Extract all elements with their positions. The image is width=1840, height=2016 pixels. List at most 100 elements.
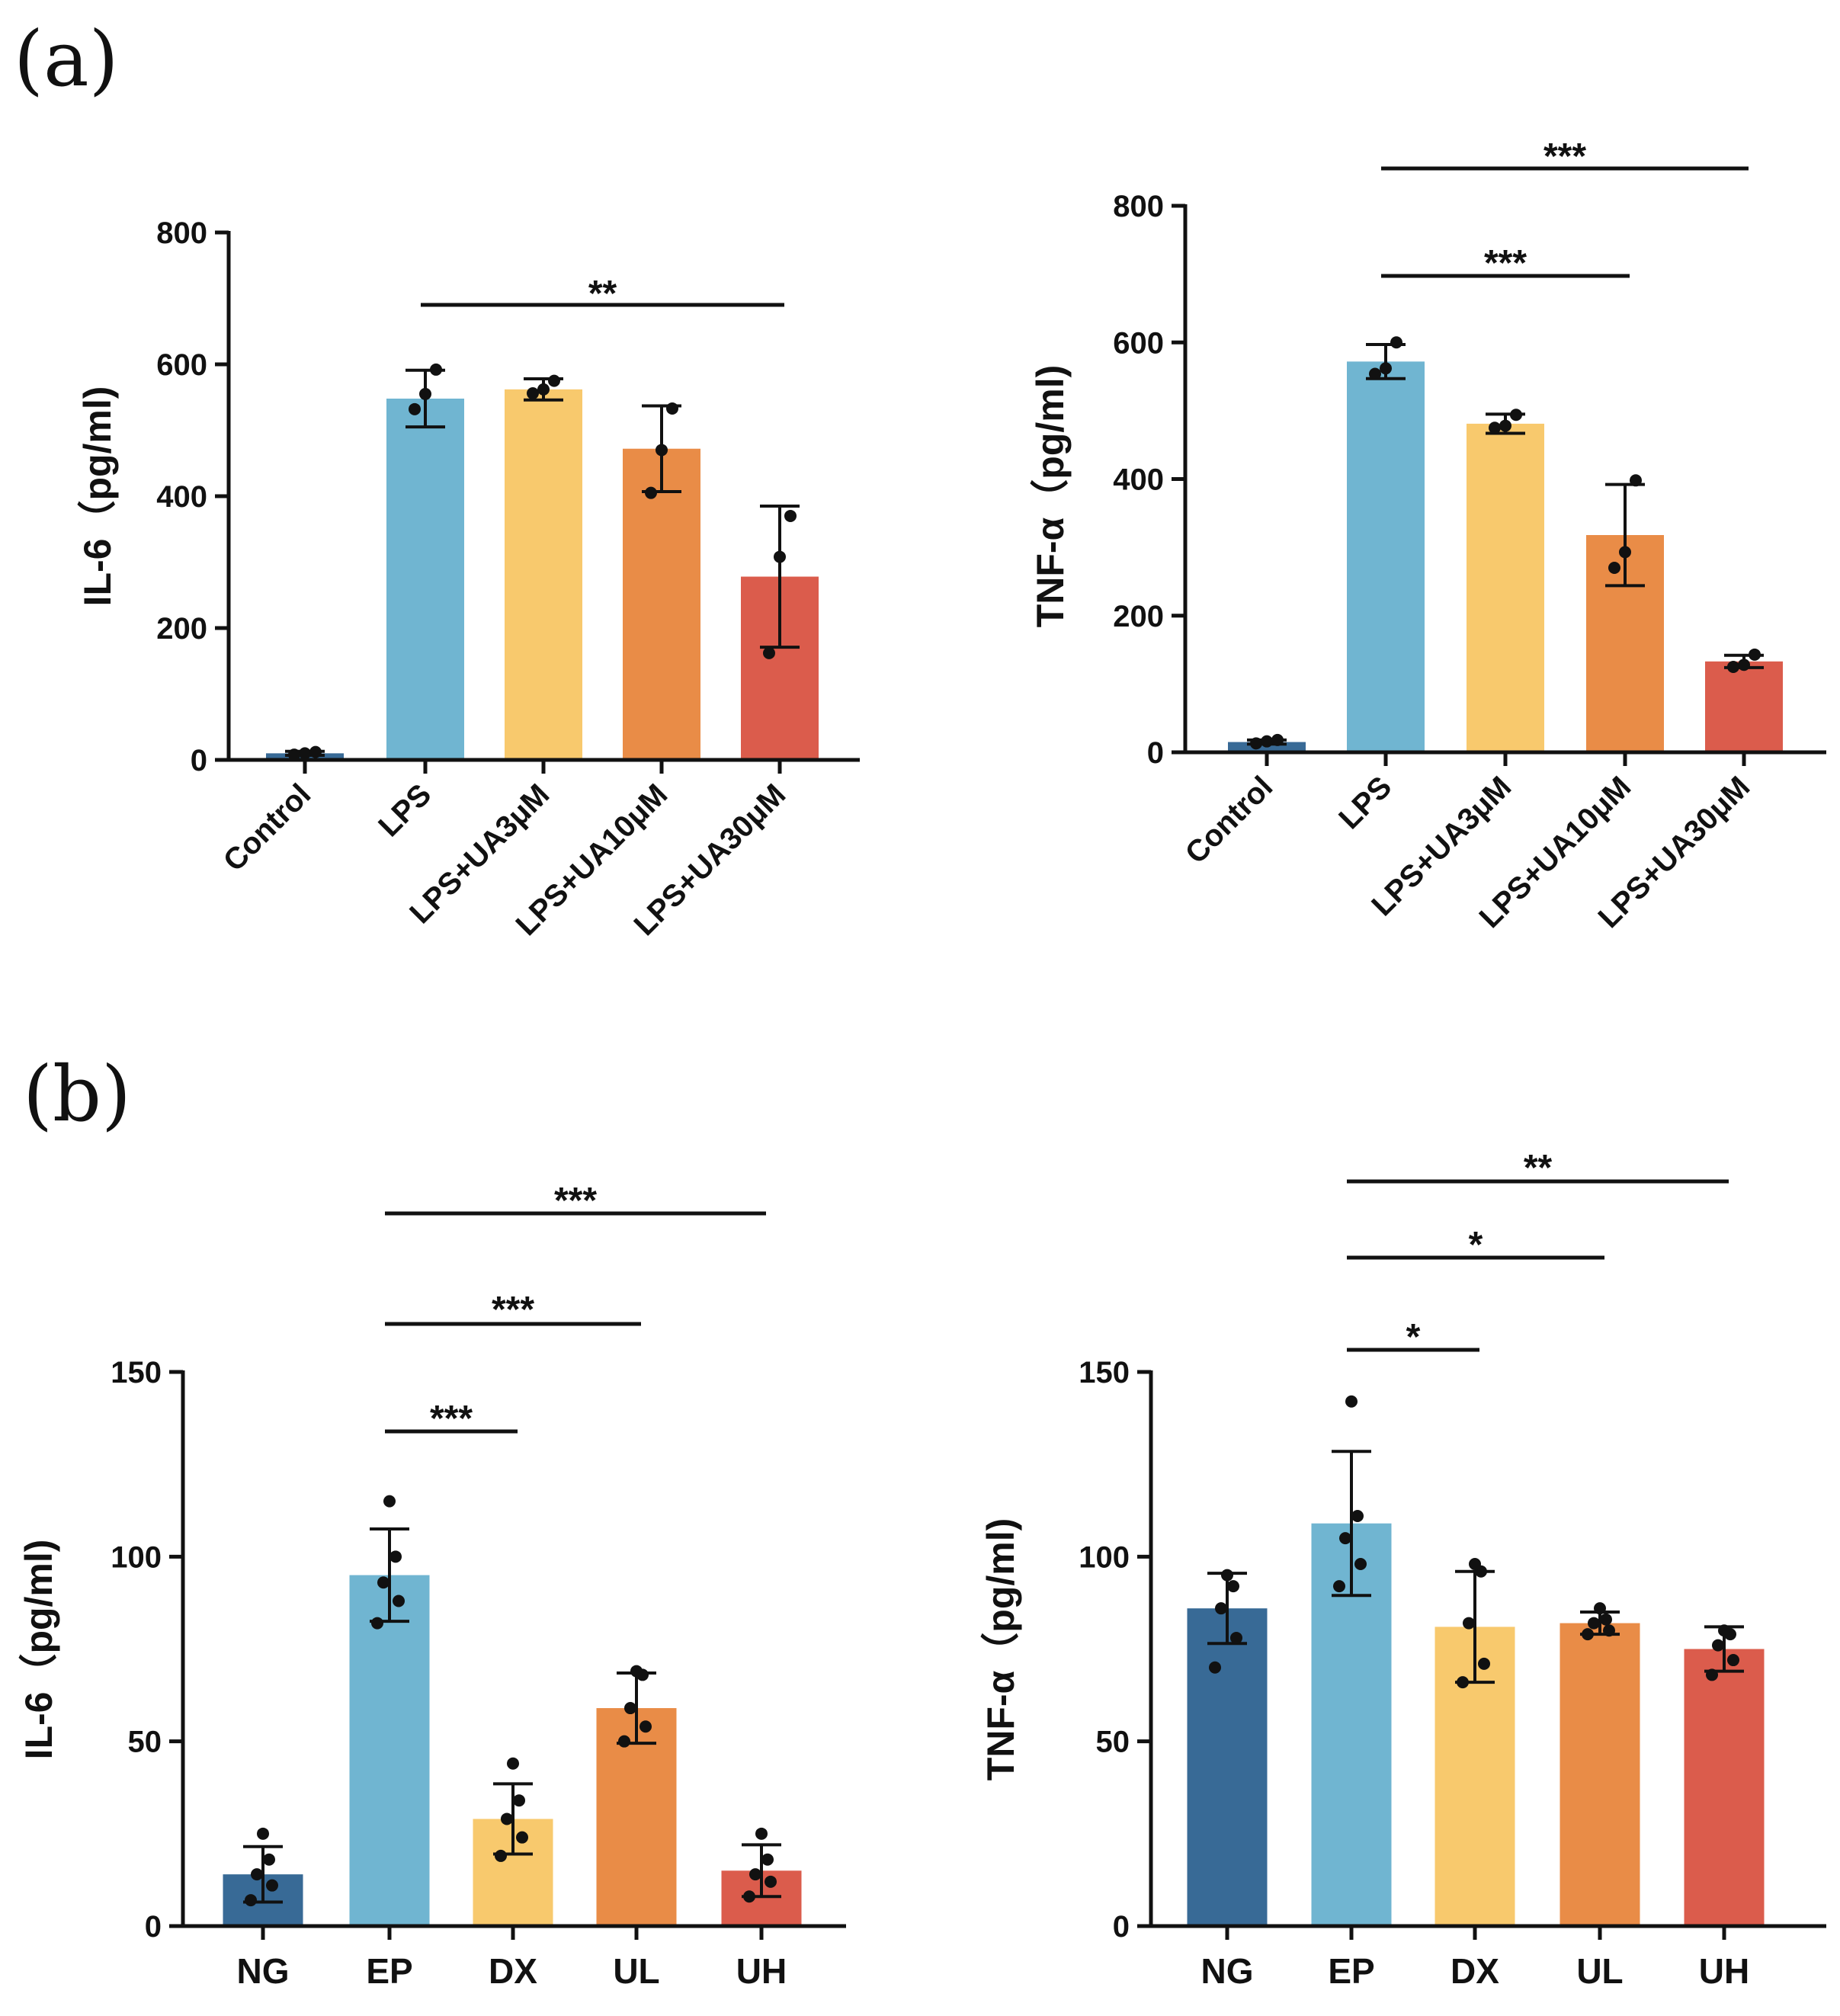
y-tick-label: 150 bbox=[111, 1356, 162, 1389]
panel-label-a: (a) bbox=[14, 14, 119, 104]
data-point bbox=[1250, 737, 1262, 750]
data-point bbox=[1718, 1624, 1730, 1637]
data-point bbox=[1457, 1676, 1469, 1689]
data-point bbox=[1510, 409, 1522, 421]
bar-3 bbox=[1467, 423, 1544, 752]
data-point bbox=[1390, 336, 1402, 349]
data-point bbox=[527, 387, 539, 400]
bar-5 bbox=[1705, 661, 1783, 752]
data-point bbox=[774, 550, 786, 563]
data-point bbox=[1588, 1617, 1600, 1630]
data-point bbox=[1499, 419, 1511, 432]
data-point bbox=[1469, 1558, 1481, 1571]
x-tick-label: NG bbox=[237, 1951, 290, 1991]
bar-2 bbox=[1347, 361, 1425, 753]
y-tick-label: 400 bbox=[1113, 463, 1164, 497]
x-tick-label: NG bbox=[1201, 1951, 1254, 1991]
data-point bbox=[1209, 1661, 1221, 1674]
x-tick-label: UH bbox=[1699, 1951, 1749, 1991]
error-bar-5 bbox=[760, 504, 800, 649]
data-point bbox=[1230, 1631, 1242, 1644]
y-tick-label: 50 bbox=[128, 1726, 162, 1759]
data-point bbox=[1712, 1639, 1724, 1652]
y-axis-title: IL-6（pg/ml) bbox=[76, 386, 119, 607]
significance-label: *** bbox=[492, 1290, 534, 1330]
significance-label: ** bbox=[1524, 1148, 1553, 1188]
data-point bbox=[1489, 421, 1501, 434]
y-tick-label: 800 bbox=[156, 216, 207, 250]
data-point bbox=[755, 1827, 768, 1840]
significance-label: * bbox=[1469, 1225, 1483, 1265]
data-point bbox=[1603, 1624, 1615, 1637]
x-tick-label: EP bbox=[366, 1951, 412, 1991]
data-point bbox=[640, 1720, 652, 1733]
y-axis-title: TNF-α（pg/ml) bbox=[1029, 365, 1072, 628]
y-tick-label: 100 bbox=[1079, 1540, 1130, 1574]
bar-3 bbox=[505, 389, 582, 760]
data-point bbox=[507, 1757, 519, 1770]
y-tick-label: 600 bbox=[1113, 326, 1164, 360]
data-point bbox=[784, 509, 797, 522]
y-tick-label: 600 bbox=[156, 348, 207, 382]
x-tick-label: EP bbox=[1328, 1951, 1374, 1991]
x-tick-label: UL bbox=[1576, 1951, 1623, 1991]
y-tick-label: 0 bbox=[145, 1910, 162, 1944]
data-point bbox=[495, 1849, 507, 1862]
error-bar-2 bbox=[1332, 1450, 1371, 1598]
data-point bbox=[1727, 660, 1739, 673]
bar-4 bbox=[623, 448, 700, 760]
data-point bbox=[299, 747, 311, 760]
y-tick-label: 400 bbox=[156, 480, 207, 514]
data-point bbox=[1600, 1613, 1612, 1626]
data-point bbox=[1630, 474, 1642, 487]
data-point bbox=[763, 646, 775, 659]
data-point bbox=[618, 1735, 630, 1748]
data-point bbox=[1478, 1657, 1490, 1670]
data-point bbox=[288, 748, 300, 761]
x-tick-label: LPS bbox=[372, 777, 438, 843]
chart-b-il6: 0 50 100 150 NG EP DX UL UH IL-6（pg/ml) *** *** *** bbox=[18, 1181, 846, 1991]
data-point bbox=[377, 1576, 389, 1589]
data-point bbox=[1333, 1580, 1345, 1593]
data-point bbox=[1339, 1532, 1351, 1545]
x-tick-label: Control bbox=[217, 777, 318, 878]
data-point bbox=[1215, 1602, 1227, 1615]
data-point bbox=[1594, 1602, 1606, 1615]
data-point bbox=[389, 1550, 402, 1563]
data-point bbox=[501, 1812, 513, 1825]
data-point bbox=[1380, 362, 1392, 375]
data-point bbox=[537, 383, 550, 396]
data-point bbox=[1354, 1558, 1367, 1571]
data-point bbox=[1351, 1510, 1364, 1523]
data-point bbox=[1221, 1569, 1233, 1582]
data-point bbox=[1619, 546, 1631, 559]
data-point bbox=[309, 745, 322, 758]
bar-2 bbox=[349, 1575, 430, 1926]
data-point bbox=[1608, 562, 1620, 575]
data-point bbox=[1271, 733, 1284, 746]
data-point bbox=[645, 486, 657, 499]
y-tick-label: 100 bbox=[111, 1540, 162, 1574]
data-point bbox=[1227, 1580, 1239, 1593]
data-point bbox=[245, 1894, 257, 1907]
data-point bbox=[1345, 1395, 1358, 1408]
data-point bbox=[513, 1794, 525, 1807]
data-point bbox=[419, 387, 431, 400]
data-point bbox=[371, 1617, 383, 1630]
significance-label: ** bbox=[588, 274, 617, 314]
data-point bbox=[749, 1868, 761, 1881]
y-tick-label: 200 bbox=[156, 612, 207, 646]
data-point bbox=[630, 1665, 643, 1678]
data-point bbox=[266, 1879, 278, 1892]
y-axis-title: IL-6（pg/ml) bbox=[18, 1540, 60, 1760]
y-tick-label: 0 bbox=[191, 744, 207, 777]
data-point bbox=[624, 1702, 636, 1715]
y-tick-label: 150 bbox=[1079, 1356, 1130, 1389]
bar-4 bbox=[1560, 1623, 1640, 1926]
bar-1 bbox=[1187, 1608, 1268, 1926]
x-tick-label: DX bbox=[489, 1951, 537, 1991]
panel-label-b: (b) bbox=[23, 1050, 131, 1139]
